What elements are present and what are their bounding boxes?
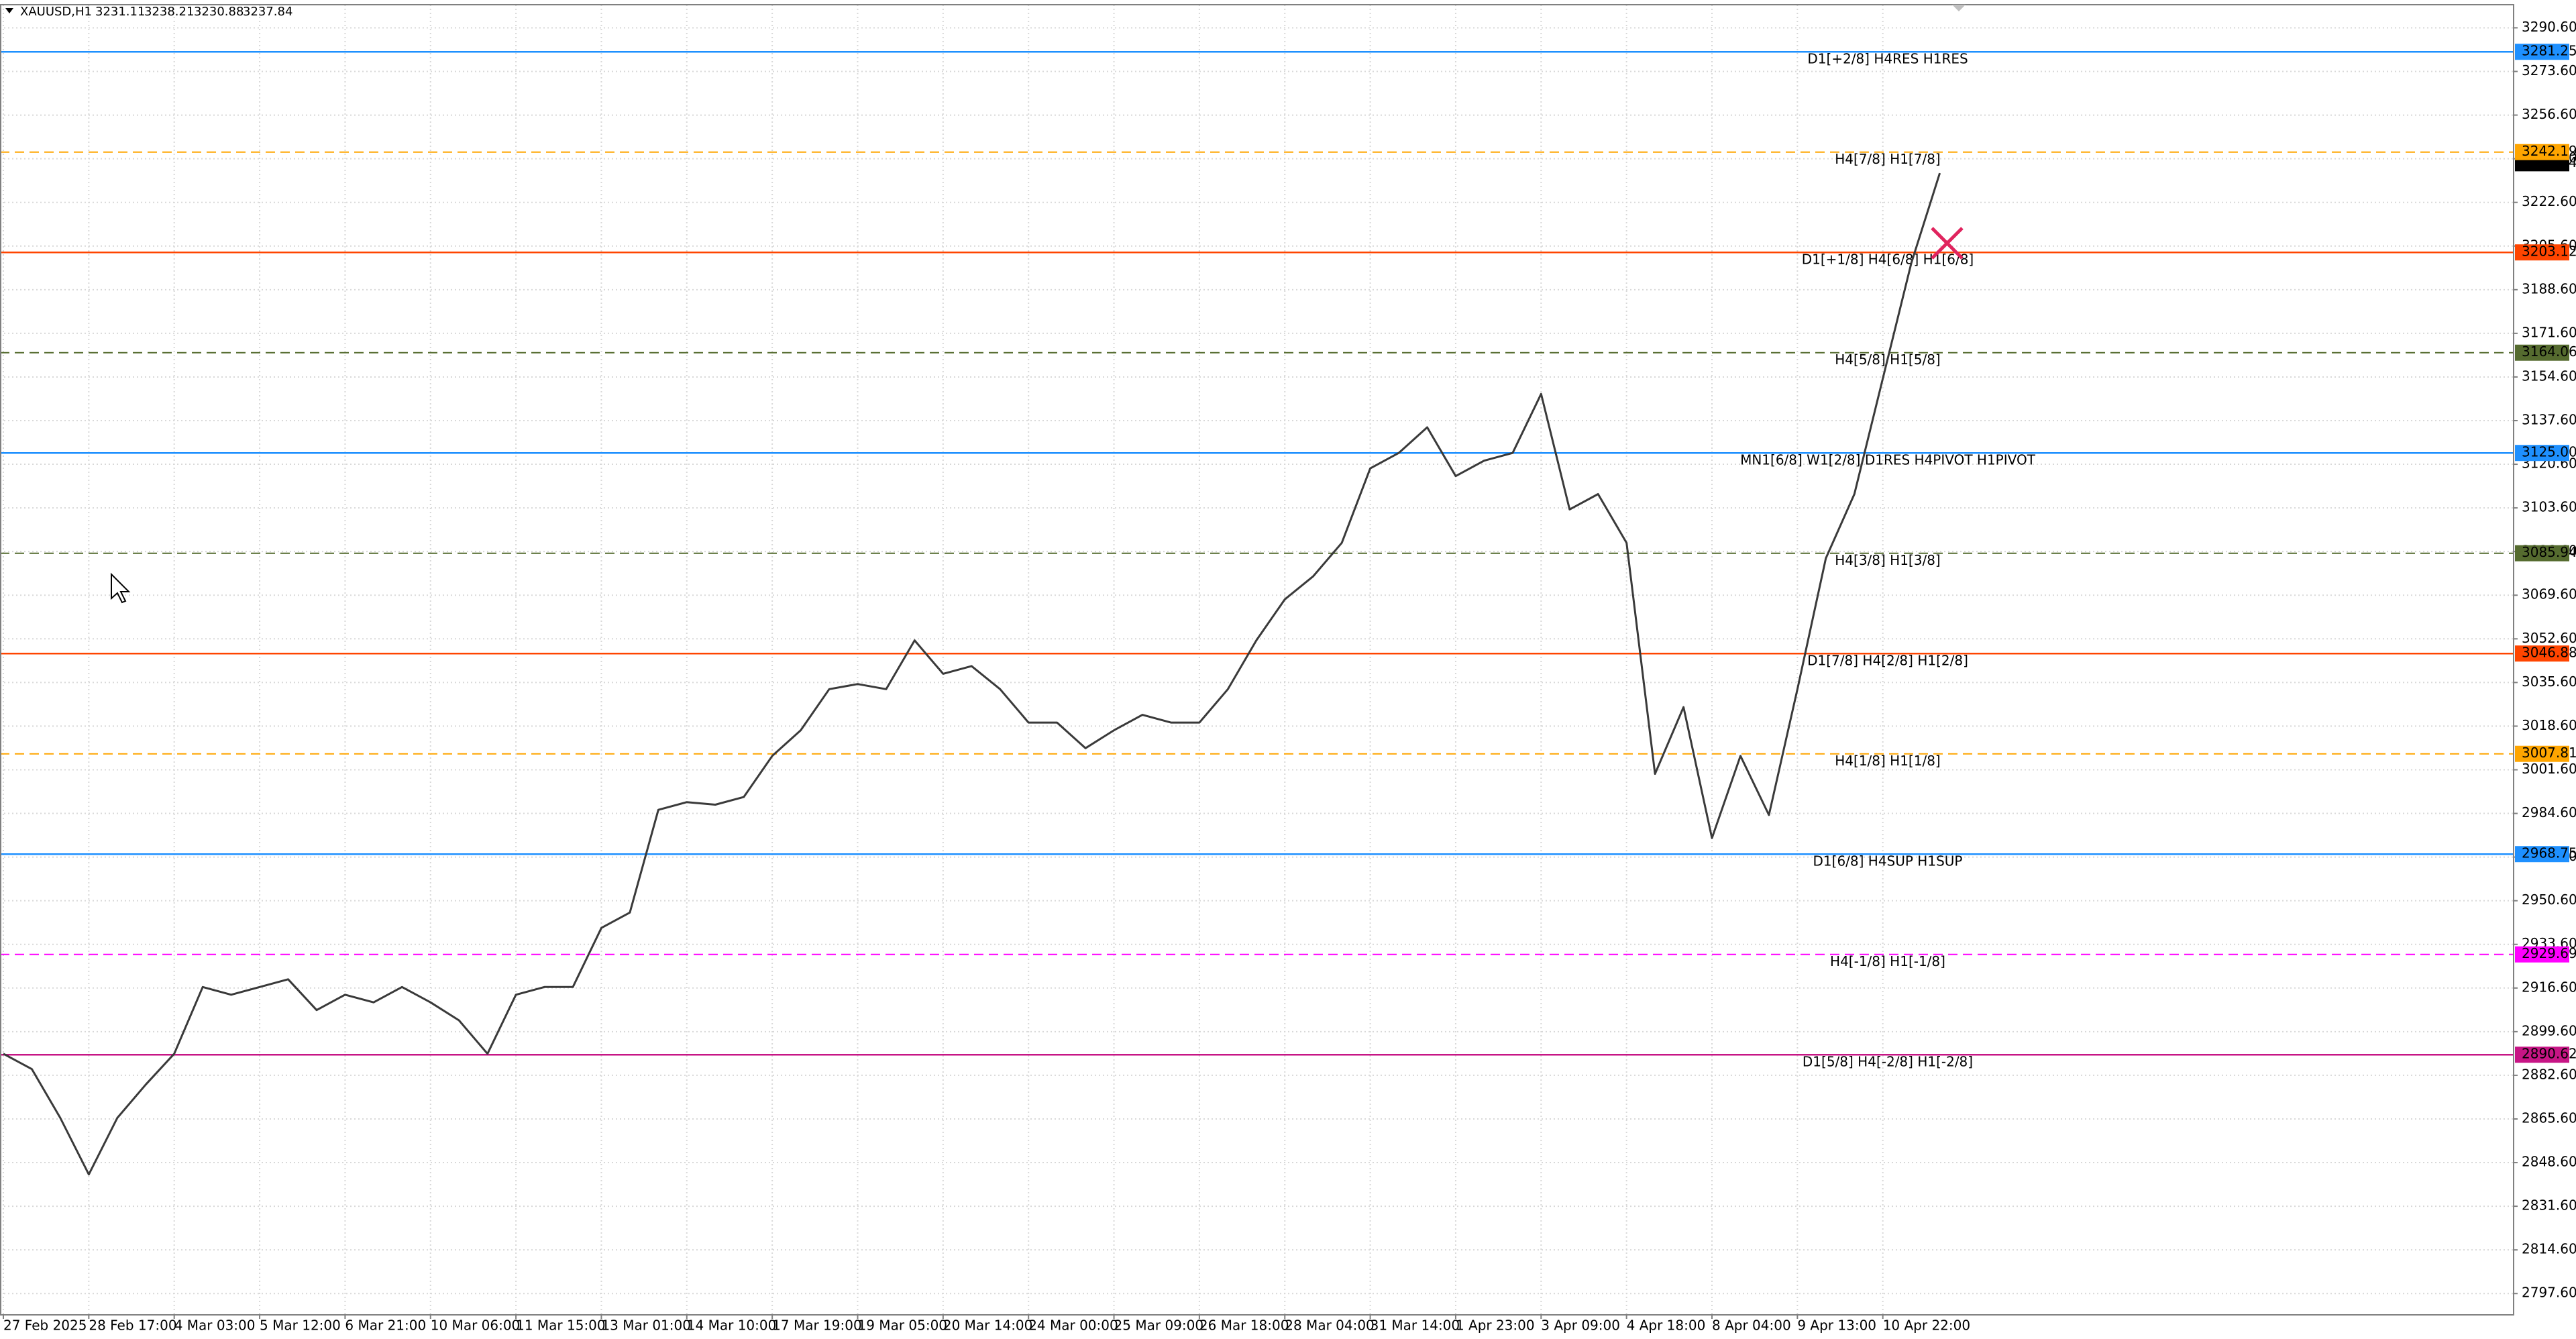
y-tick-label: 3069.60 [2522, 586, 2576, 602]
y-tick-label: 3018.60 [2522, 717, 2576, 733]
level-price-tag [2515, 1047, 2569, 1063]
x-tick-label: 1 Apr 23:00 [1456, 1318, 1535, 1334]
x-tick-label: 14 Mar 10:00 [687, 1318, 777, 1334]
level-label: D1[7/8] H4[2/8] H1[2/8] [1807, 653, 1968, 669]
y-tick-label: 3290.60 [2522, 19, 2576, 35]
low-price: 3230.88 [194, 5, 244, 19]
y-tick-label: 3035.60 [2522, 674, 2576, 690]
symbol: XAUUSD,H1 [20, 5, 92, 19]
price-line [3, 172, 1941, 1176]
levels-layer: D1[+2/8] H4RES H1RES H4[7/8] H1[7/8] D1[+1… [0, 51, 2514, 1070]
y-tick-label: 2899.60 [2522, 1022, 2576, 1038]
y-tick-label: 2814.60 [2522, 1241, 2576, 1257]
level-price-tag [2515, 745, 2569, 762]
x-tick-label: 25 Mar 09:00 [1114, 1318, 1204, 1334]
plot-border [0, 4, 2514, 1316]
y-tick-label: 2848.60 [2522, 1154, 2576, 1170]
level-price-tag [2515, 44, 2569, 60]
level-price-tag [2515, 244, 2569, 261]
y-tick-label: 2882.60 [2522, 1066, 2576, 1082]
grid-layer [0, 5, 2514, 1315]
y-tick-label: 2865.60 [2522, 1110, 2576, 1126]
y-tick-label: 3256.60 [2522, 106, 2576, 122]
mouse-cursor [111, 572, 131, 604]
level-price-label: 2968.75 [2522, 845, 2576, 861]
x-tick-label: 31 Mar 14:00 [1371, 1318, 1460, 1334]
level-price-tag [2515, 846, 2569, 863]
level-label: H4[1/8] H1[1/8] [1835, 753, 1940, 769]
y-tick-label: 2916.60 [2522, 979, 2576, 995]
menu-arrow[interactable] [5, 8, 13, 13]
x-tick-label: 27 Feb 2025 [3, 1318, 87, 1334]
cross-marker [1931, 227, 1964, 260]
y-tick-label: 3273.60 [2522, 62, 2576, 78]
level-price-label: 3085.94 [2522, 544, 2576, 560]
level-price-label: 3046.88 [2522, 645, 2576, 661]
series-layer [3, 172, 1941, 1176]
high-price: 3238.21 [144, 5, 194, 19]
x-tick-label: 11 Mar 15:00 [516, 1318, 606, 1334]
axis-layer: 3290.603273.603256.603239.603222.603205.… [3, 19, 2576, 1334]
x-tick-label: 19 Mar 05:00 [858, 1318, 948, 1334]
x-tick-label: 6 Mar 21:00 [345, 1318, 426, 1334]
level-label: H4[3/8] H1[3/8] [1835, 552, 1940, 568]
x-tick-label: 10 Apr 22:00 [1883, 1318, 1970, 1334]
level-price-label: 2890.62 [2522, 1046, 2576, 1062]
x-tick-label: 17 Mar 19:00 [772, 1318, 862, 1334]
x-tick-label: 10 Mar 06:00 [431, 1318, 521, 1334]
y-tick-label: 3188.60 [2522, 280, 2576, 297]
x-tick-label: 3 Apr 09:00 [1541, 1318, 1620, 1334]
level-price-label: 3203.12 [2522, 244, 2576, 260]
level-price-tag [2515, 344, 2569, 361]
level-label: MN1[6/8] W1[2/8] D1RES H4PIVOT H1PIVOT [1740, 452, 2036, 468]
y-tick-label: 3171.60 [2522, 324, 2576, 340]
level-price-tag [2515, 946, 2569, 963]
y-tick-label: 3001.60 [2522, 761, 2576, 777]
level-price-tag [2515, 445, 2569, 462]
close-price: 3237.84 [243, 5, 292, 19]
y-tick-label: 2950.60 [2522, 892, 2576, 908]
x-tick-label: 24 Mar 00:00 [1028, 1318, 1118, 1334]
x-tick-label: 28 Mar 04:00 [1285, 1318, 1375, 1334]
y-tick-label: 2797.60 [2522, 1285, 2576, 1301]
level-label: H4[-1/8] H1[-1/8] [1830, 953, 1945, 969]
y-tick-label: 3154.60 [2522, 368, 2576, 384]
x-tick-label: 20 Mar 14:00 [943, 1318, 1033, 1334]
x-tick-label: 26 Mar 18:00 [1199, 1318, 1289, 1334]
x-tick-label: 4 Apr 18:00 [1627, 1318, 1706, 1334]
level-price-label: 3281.25 [2522, 43, 2576, 59]
level-price-tag [2515, 645, 2569, 662]
x-tick-label: 4 Mar 03:00 [174, 1318, 256, 1334]
level-price-label: 3007.81 [2522, 745, 2576, 761]
y-tick-label: 3222.60 [2522, 193, 2576, 209]
y-tick-label: 3103.60 [2522, 499, 2576, 515]
x-tick-label: 28 Feb 17:00 [89, 1318, 176, 1334]
level-price-tag [2515, 545, 2569, 561]
level-label: H4[7/8] H1[7/8] [1835, 151, 1940, 167]
level-price-tag [2515, 144, 2569, 160]
level-label: D1[+1/8] H4[6/8] H1[6/8] [1802, 252, 1974, 268]
level-label: D1[5/8] H4[-2/8] H1[-2/8] [1803, 1054, 1973, 1070]
y-tick-label: 3137.60 [2522, 412, 2576, 428]
x-tick-label: 5 Mar 12:00 [260, 1318, 341, 1334]
level-price-label: 3125.00 [2522, 444, 2576, 460]
x-tick-label: 8 Apr 04:00 [1712, 1318, 1791, 1334]
shift-marker[interactable] [1952, 5, 1966, 11]
level-label: D1[+2/8] H4RES H1RES [1807, 51, 1968, 67]
open-price: 3231.11 [95, 5, 145, 19]
level-label: D1[6/8] H4SUP H1SUP [1813, 853, 1963, 869]
level-price-label: 3242.19 [2522, 143, 2576, 159]
y-tick-label: 2984.60 [2522, 804, 2576, 820]
y-tick-label: 2831.60 [2522, 1197, 2576, 1214]
x-tick-label: 9 Apr 13:00 [1797, 1318, 1876, 1334]
x-tick-label: 13 Mar 01:00 [601, 1318, 691, 1334]
level-price-label: 2929.69 [2522, 945, 2576, 961]
y-tick-label: 3052.60 [2522, 630, 2576, 646]
level-price-label: 3164.06 [2522, 343, 2576, 360]
